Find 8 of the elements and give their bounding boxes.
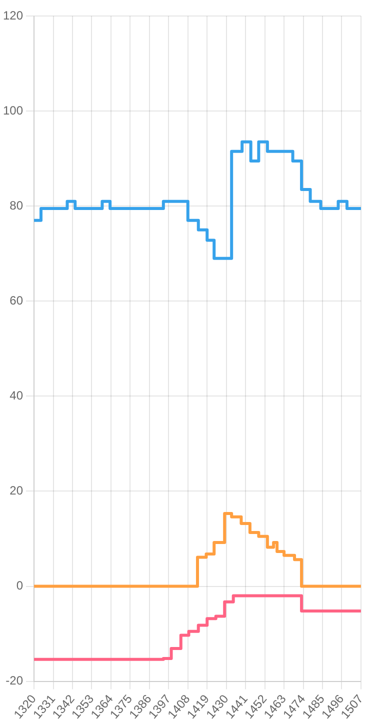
y-tick-label: 80 bbox=[10, 198, 24, 212]
y-tick-label: 60 bbox=[10, 293, 24, 308]
y-tick-label: -20 bbox=[6, 674, 24, 688]
y-tick-label: 0 bbox=[16, 578, 24, 593]
y-tick-label: 120 bbox=[2, 8, 24, 22]
y-tick-label: 20 bbox=[10, 484, 24, 498]
y-tick-label: 40 bbox=[10, 388, 24, 402]
y-tick-label: 100 bbox=[2, 103, 24, 118]
